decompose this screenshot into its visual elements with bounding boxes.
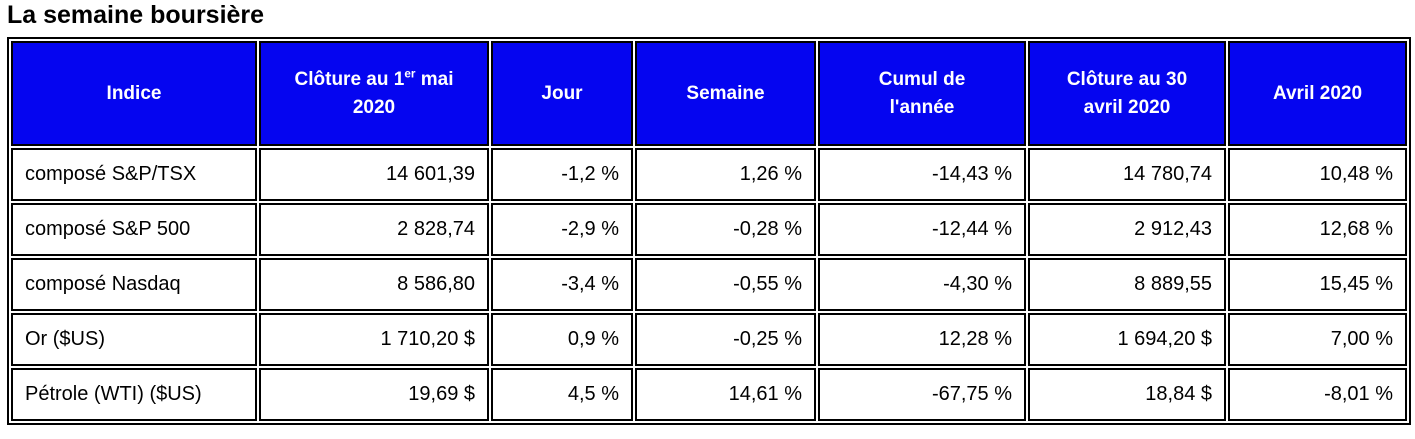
header-row: Indice Clôture au 1er mai 2020 Jour Sema… bbox=[11, 41, 1407, 146]
table-row-sptsx: composé S&P/TSX 14 601,39 -1,2 % 1,26 % … bbox=[11, 148, 1407, 201]
table-row-petrole: Pétrole (WTI) ($US) 19,69 $ 4,5 % 14,61 … bbox=[11, 368, 1407, 421]
table-row-sp500: composé S&P 500 2 828,74 -2,9 % -0,28 % … bbox=[11, 203, 1407, 256]
cell-indice: composé S&P/TSX bbox=[11, 148, 257, 201]
cell-cloture-avril: 2 912,43 bbox=[1028, 203, 1226, 256]
col-header-cloture-avril-line1: Clôture au 30 bbox=[1066, 68, 1188, 90]
cell-avril: 15,45 % bbox=[1228, 258, 1407, 311]
cell-cloture-mai: 8 586,80 bbox=[259, 258, 489, 311]
col-header-cumul-line2: l'année bbox=[889, 96, 955, 118]
stock-week-table: Indice Clôture au 1er mai 2020 Jour Sema… bbox=[7, 37, 1411, 425]
col-header-cloture-mai-line2: 2020 bbox=[352, 96, 396, 118]
table-row-or: Or ($US) 1 710,20 $ 0,9 % -0,25 % 12,28 … bbox=[11, 313, 1407, 366]
col-header-semaine: Semaine bbox=[635, 41, 816, 146]
cell-jour: -2,9 % bbox=[491, 203, 633, 256]
cell-avril: -8,01 % bbox=[1228, 368, 1407, 421]
cell-cumul: -4,30 % bbox=[818, 258, 1026, 311]
cell-jour: 4,5 % bbox=[491, 368, 633, 421]
superscript-er: er bbox=[404, 67, 416, 81]
cell-indice: composé Nasdaq bbox=[11, 258, 257, 311]
col-header-cloture-mai-line1: Clôture au 1er mai bbox=[265, 66, 483, 94]
cell-indice: composé S&P 500 bbox=[11, 203, 257, 256]
col-header-indice-label: Indice bbox=[106, 82, 162, 104]
col-header-cloture-avril: Clôture au 30 avril 2020 bbox=[1028, 41, 1226, 146]
col-header-avril: Avril 2020 bbox=[1228, 41, 1407, 146]
table-row-nasdaq: composé Nasdaq 8 586,80 -3,4 % -0,55 % -… bbox=[11, 258, 1407, 311]
cell-cumul: 12,28 % bbox=[818, 313, 1026, 366]
cell-indice: Pétrole (WTI) ($US) bbox=[11, 368, 257, 421]
cell-semaine: -0,55 % bbox=[635, 258, 816, 311]
cell-cloture-mai: 14 601,39 bbox=[259, 148, 489, 201]
col-header-jour: Jour bbox=[491, 41, 633, 146]
cell-semaine: 1,26 % bbox=[635, 148, 816, 201]
cell-cloture-mai: 2 828,74 bbox=[259, 203, 489, 256]
col-header-cloture-avril-line2: avril 2020 bbox=[1083, 96, 1171, 118]
col-header-cloture-mai-pre: Clôture au 1 bbox=[294, 68, 405, 90]
page-title: La semaine boursière bbox=[7, 1, 265, 29]
cell-jour: -1,2 % bbox=[491, 148, 633, 201]
cell-semaine: 14,61 % bbox=[635, 368, 816, 421]
col-header-semaine-label: Semaine bbox=[686, 82, 765, 104]
cell-cloture-avril: 8 889,55 bbox=[1028, 258, 1226, 311]
col-header-cloture-mai: Clôture au 1er mai 2020 bbox=[259, 41, 489, 146]
cell-indice: Or ($US) bbox=[11, 313, 257, 366]
cell-cloture-mai: 19,69 $ bbox=[259, 368, 489, 421]
cell-avril: 10,48 % bbox=[1228, 148, 1407, 201]
cell-cumul: -67,75 % bbox=[818, 368, 1026, 421]
col-header-avril-label: Avril 2020 bbox=[1272, 82, 1363, 104]
cell-semaine: -0,28 % bbox=[635, 203, 816, 256]
cell-avril: 12,68 % bbox=[1228, 203, 1407, 256]
cell-cloture-avril: 1 694,20 $ bbox=[1028, 313, 1226, 366]
cell-avril: 7,00 % bbox=[1228, 313, 1407, 366]
cell-semaine: -0,25 % bbox=[635, 313, 816, 366]
col-header-cumul-line1: Cumul de bbox=[878, 68, 966, 90]
col-header-cumul: Cumul de l'année bbox=[818, 41, 1026, 146]
cell-jour: 0,9 % bbox=[491, 313, 633, 366]
cell-cumul: -14,43 % bbox=[818, 148, 1026, 201]
col-header-indice: Indice bbox=[11, 41, 257, 146]
cell-cumul: -12,44 % bbox=[818, 203, 1026, 256]
col-header-cloture-mai-post: mai bbox=[415, 68, 454, 90]
cell-jour: -3,4 % bbox=[491, 258, 633, 311]
cell-cloture-mai: 1 710,20 $ bbox=[259, 313, 489, 366]
cell-cloture-avril: 18,84 $ bbox=[1028, 368, 1226, 421]
cell-cloture-avril: 14 780,74 bbox=[1028, 148, 1226, 201]
col-header-jour-label: Jour bbox=[541, 82, 583, 104]
